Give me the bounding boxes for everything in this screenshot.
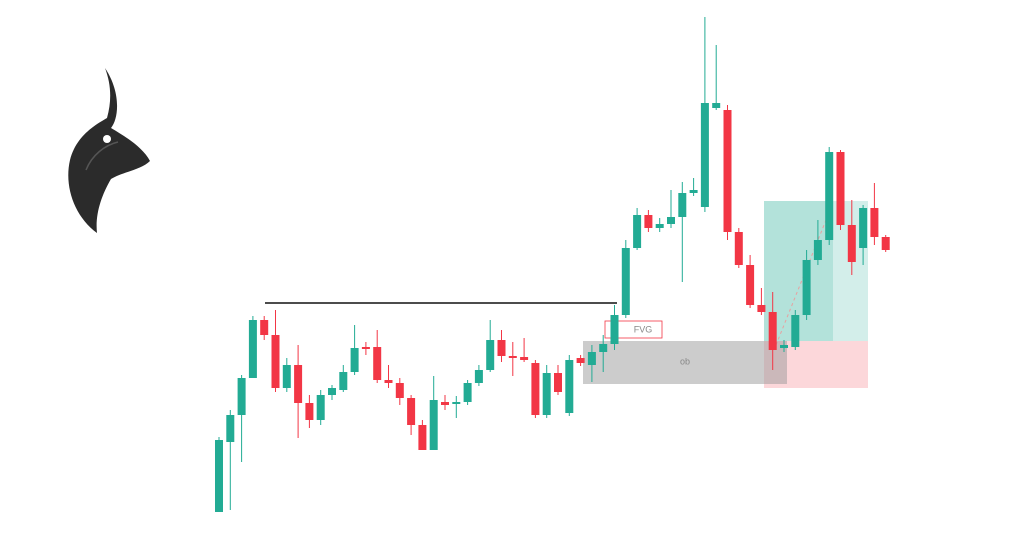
candle-body	[734, 232, 743, 265]
candle-body	[768, 312, 777, 350]
candle-body	[407, 398, 416, 425]
candle-body	[373, 347, 382, 380]
candle-body	[576, 358, 585, 363]
candle-body	[644, 215, 653, 228]
candle-body	[294, 365, 303, 403]
candle-body	[226, 415, 235, 442]
logo	[68, 68, 150, 233]
candle-body	[452, 402, 461, 404]
candle-body	[384, 380, 393, 383]
candle-body	[667, 217, 675, 224]
candle-body	[328, 388, 336, 395]
candle-body	[825, 152, 834, 240]
order-block	[583, 341, 787, 384]
candle-body	[554, 373, 562, 392]
candle-body	[271, 335, 280, 388]
candle-body	[260, 320, 269, 335]
candle-body	[655, 224, 664, 228]
candle-body	[441, 402, 449, 405]
candle-body	[881, 237, 890, 250]
candle-body	[248, 320, 257, 378]
candle-body	[712, 103, 721, 108]
candle-body	[587, 352, 596, 365]
candle-body	[474, 370, 483, 383]
candle-body	[361, 347, 370, 349]
candle-body	[599, 344, 608, 352]
candles	[215, 17, 890, 512]
candle-body	[859, 208, 868, 248]
trade-line	[775, 204, 833, 346]
candle-body	[486, 340, 495, 370]
candle-body	[847, 225, 856, 262]
candle-body	[621, 248, 630, 315]
fvg-label: FVG	[634, 324, 653, 334]
candle-body	[520, 357, 529, 360]
candle-body	[723, 110, 732, 232]
candle-body	[791, 315, 800, 347]
candle-body	[678, 193, 687, 217]
candle-body	[757, 305, 766, 312]
candle-body	[870, 208, 879, 237]
candle-body	[689, 190, 698, 193]
candle-body	[813, 240, 822, 260]
candle-body	[395, 383, 404, 398]
candle-body	[610, 315, 619, 344]
candle-body	[802, 260, 811, 315]
candle-body	[316, 395, 325, 420]
candle-body	[215, 440, 223, 512]
candle-body	[339, 372, 348, 390]
candle-body	[305, 403, 314, 420]
candle-body	[463, 383, 472, 402]
candle-body	[508, 356, 517, 358]
candle-body	[780, 345, 788, 348]
target-zone	[764, 201, 868, 341]
ob-label: ob	[680, 356, 690, 366]
candle-body	[633, 215, 642, 248]
candle-body	[542, 373, 551, 415]
candle-body	[282, 365, 291, 388]
candle-body	[836, 152, 845, 225]
candle-body	[700, 103, 709, 207]
fvg-box	[604, 320, 663, 339]
candle-body	[497, 340, 506, 356]
candle-body	[429, 400, 438, 450]
candle-body	[746, 265, 755, 305]
candle-body	[565, 360, 574, 413]
candle-body	[350, 348, 359, 372]
candle-body	[418, 425, 427, 450]
candle-body	[237, 378, 246, 415]
candle-body	[531, 363, 540, 415]
